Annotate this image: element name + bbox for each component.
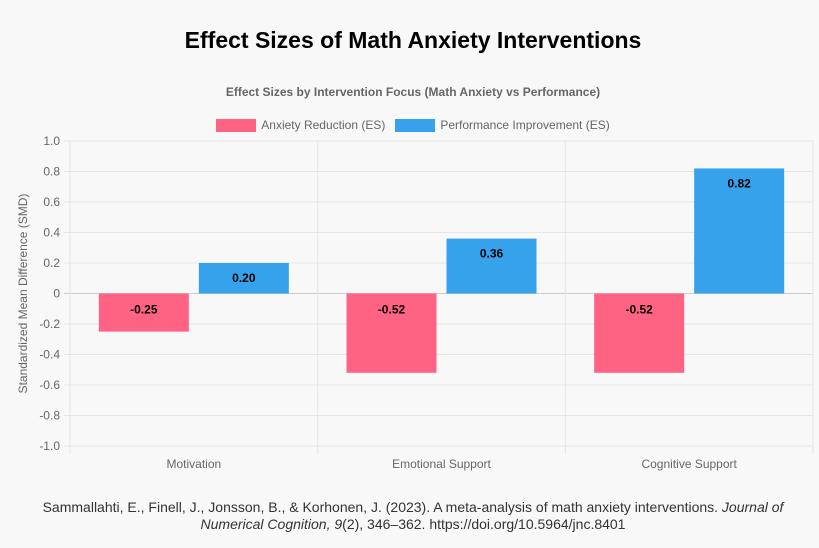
y-tick-label: -0.2 [39,317,60,331]
anxiety-bar[interactable] [594,293,685,373]
data-label: -0.25 [130,303,158,317]
citation-journal: Journal of Numerical Cognition, [200,499,784,532]
legend-label-anxiety: Anxiety Reduction (ES) [261,118,386,132]
chart-title: Effect Sizes by Intervention Focus (Math… [225,85,601,99]
x-tick-label: Motivation [166,457,221,471]
legend-item-anxiety[interactable]: Anxiety Reduction (ES) [216,118,385,132]
citation-authors: Sammallahti, E., Finell, J., Jonsson, B.… [42,499,719,515]
bar-chart: 1.00.80.60.40.20-0.2-0.4-0.6-0.8-1.0Stan… [16,134,814,471]
citation-volume: 9 [334,516,343,532]
y-tick-label: 0.6 [43,195,60,209]
data-label: -0.52 [378,303,406,317]
data-label: 0.82 [727,176,751,190]
y-tick-label: -0.8 [39,409,60,423]
y-tick-label: -0.6 [39,378,60,392]
performance-bar[interactable] [198,263,289,294]
x-tick-label: Cognitive Support [641,457,737,471]
y-tick-label: 1.0 [43,134,60,148]
chart-legend: Anxiety Reduction (ES) Performance Impro… [0,118,819,132]
y-tick-label: -1.0 [39,439,60,453]
y-tick-label: -0.4 [39,348,60,362]
anxiety-bar[interactable] [98,293,189,332]
data-label: 0.20 [232,271,256,285]
anxiety-bar[interactable] [346,293,437,373]
legend-swatch-performance [395,118,436,132]
legend-label-performance: Performance Improvement (ES) [440,118,610,132]
x-tick-label: Emotional Support [392,457,491,471]
citation-pages: (2), 346–362. https://doi.org/10.5964/jn… [342,516,626,532]
performance-bar[interactable] [694,168,785,294]
data-label: -0.52 [625,303,653,317]
y-tick-label: 0 [53,287,60,301]
y-tick-label: 0.8 [43,165,60,179]
citation: Sammallahti, E., Finell, J., Jonsson, B.… [20,499,806,533]
y-tick-label: 0.2 [43,256,60,270]
page-title: Effect Sizes of Math Anxiety Interventio… [184,27,642,53]
legend-item-performance[interactable]: Performance Improvement (ES) [395,118,610,132]
performance-bar[interactable] [446,238,537,294]
y-axis-title: Standardized Mean Difference (SMD) [16,194,30,394]
y-tick-label: 0.4 [43,226,60,240]
legend-swatch-anxiety [216,118,257,132]
data-label: 0.36 [480,247,504,261]
